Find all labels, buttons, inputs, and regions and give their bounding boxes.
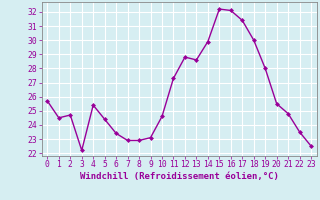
X-axis label: Windchill (Refroidissement éolien,°C): Windchill (Refroidissement éolien,°C) xyxy=(80,172,279,181)
